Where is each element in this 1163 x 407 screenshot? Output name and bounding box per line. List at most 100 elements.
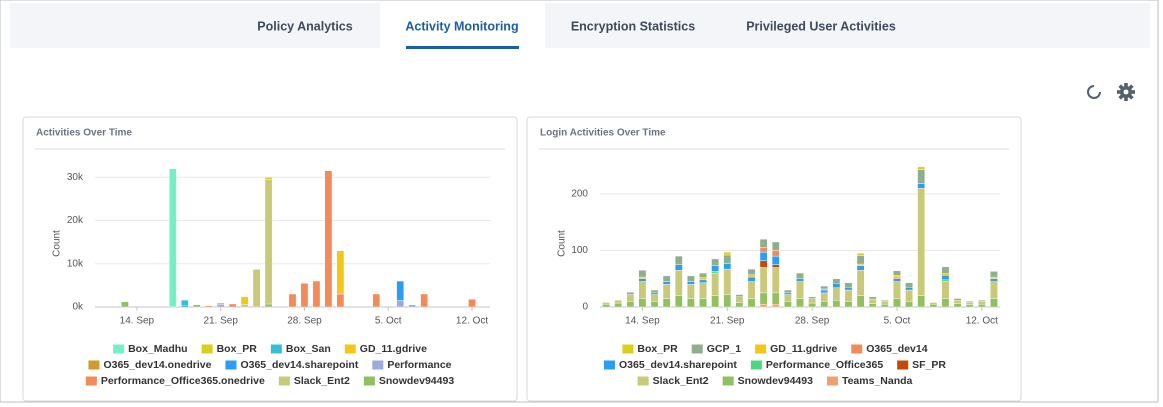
- bar-segment: [771, 241, 780, 251]
- bar-segment: [796, 298, 804, 308]
- bar-segment: [759, 238, 768, 248]
- bar-segment: [977, 300, 986, 302]
- bar-segment: [990, 271, 998, 278]
- bar-segment: [990, 298, 998, 308]
- x-tick-label: 21. Sep: [203, 316, 238, 327]
- bar-segment: [336, 250, 345, 295]
- bar-segment: [868, 298, 877, 304]
- bar-segment: [638, 281, 647, 299]
- legend-label: Performance: [387, 359, 451, 371]
- x-tick-label: 28. Sep: [795, 316, 830, 327]
- chart-title: Activities Over Time: [36, 128, 132, 139]
- active-tab-bg: [380, 3, 545, 48]
- legend-swatch: [691, 344, 703, 354]
- bar-segment: [169, 168, 177, 308]
- bar-segment: [844, 301, 853, 308]
- bar-segment: [832, 283, 841, 288]
- bar-segment: [990, 281, 998, 299]
- bar-segment: [905, 287, 913, 291]
- bar-segment: [856, 263, 865, 266]
- bar-segment: [747, 274, 756, 278]
- bar-segment: [396, 300, 405, 308]
- legend-label: GCP_1: [707, 343, 742, 355]
- y-tick-label: 200: [571, 189, 588, 200]
- bar-segment: [893, 275, 901, 278]
- chart-title: Login Activities Over Time: [540, 128, 666, 139]
- bar-segment: [941, 279, 950, 282]
- bar-segment: [832, 300, 841, 308]
- bar-segment: [759, 303, 768, 308]
- bar-segment: [832, 278, 841, 284]
- legend-swatch: [851, 344, 863, 354]
- legend-label: Slack_Ent2: [294, 375, 350, 387]
- y-tick-label: 10k: [67, 258, 84, 269]
- y-tick-label: 0k: [72, 302, 84, 313]
- tab-active[interactable]: Activity Monitoring: [405, 19, 518, 33]
- legend-swatch: [113, 344, 125, 354]
- bar-segment: [420, 293, 428, 308]
- tab[interactable]: Policy Analytics: [257, 19, 352, 33]
- bar-segment: [856, 255, 865, 265]
- bar-segment: [747, 281, 756, 299]
- bar-segment: [216, 304, 225, 308]
- bar-segment: [121, 301, 129, 308]
- legend-swatch: [722, 376, 734, 386]
- bar-segment: [759, 267, 768, 294]
- legend-swatch: [603, 360, 615, 370]
- legend-swatch: [755, 344, 767, 354]
- refresh-icon[interactable]: [1087, 85, 1101, 99]
- settings-icon[interactable]: [1117, 83, 1135, 101]
- bar-segment: [759, 251, 768, 261]
- bar-segment: [264, 179, 273, 305]
- bar-segment: [674, 295, 683, 308]
- tab[interactable]: Encryption Statistics: [571, 19, 695, 33]
- legend-label: Box_PR: [637, 343, 678, 355]
- bar-segment: [820, 289, 829, 294]
- bar-segment: [917, 295, 926, 308]
- bar-segment: [687, 284, 695, 299]
- bar-segment: [868, 296, 877, 300]
- bar-segment: [662, 275, 671, 282]
- bar-segment: [856, 270, 865, 296]
- bar-segment: [771, 264, 780, 268]
- bar-segment: [192, 304, 201, 308]
- bar-segment: [735, 296, 744, 303]
- bar-segment: [893, 281, 901, 299]
- x-tick-label: 12. Oct: [456, 316, 488, 327]
- bar-segment: [893, 276, 901, 279]
- bar-segment: [771, 255, 780, 265]
- bar-segment: [602, 302, 610, 305]
- bar-segment: [868, 303, 877, 308]
- bar-segment: [626, 301, 635, 308]
- bar-segment: [240, 296, 249, 305]
- bar-segment: [929, 302, 938, 305]
- legend-swatch: [363, 376, 375, 386]
- bar-segment: [638, 276, 647, 279]
- bar-segment: [929, 303, 938, 308]
- bar-segment: [674, 255, 683, 265]
- x-tick-label: 5. Oct: [375, 316, 402, 327]
- bar-segment: [312, 280, 321, 308]
- bar-segment: [468, 299, 476, 308]
- bar-segment: [893, 270, 901, 276]
- bar-segment: [264, 177, 273, 180]
- bar-segment: [965, 304, 974, 308]
- legend-label: SF_PR: [912, 359, 946, 371]
- tab[interactable]: Privileged User Activities: [746, 19, 896, 33]
- y-axis-label: Count: [52, 230, 63, 257]
- x-tick-label: 21. Sep: [710, 316, 745, 327]
- bar-segment: [808, 296, 816, 299]
- bar-segment: [711, 271, 719, 274]
- bar-segment: [808, 298, 816, 304]
- bar-segment: [941, 281, 950, 299]
- bar-segment: [820, 301, 829, 308]
- bar-segment: [324, 170, 333, 308]
- bar-segment: [228, 303, 237, 308]
- bar-segment: [699, 272, 707, 278]
- refresh-arc: [1087, 85, 1101, 99]
- bar-segment: [711, 272, 719, 296]
- bar-segment: [723, 268, 732, 295]
- bar-segment: [300, 283, 309, 308]
- legend-swatch: [278, 376, 290, 386]
